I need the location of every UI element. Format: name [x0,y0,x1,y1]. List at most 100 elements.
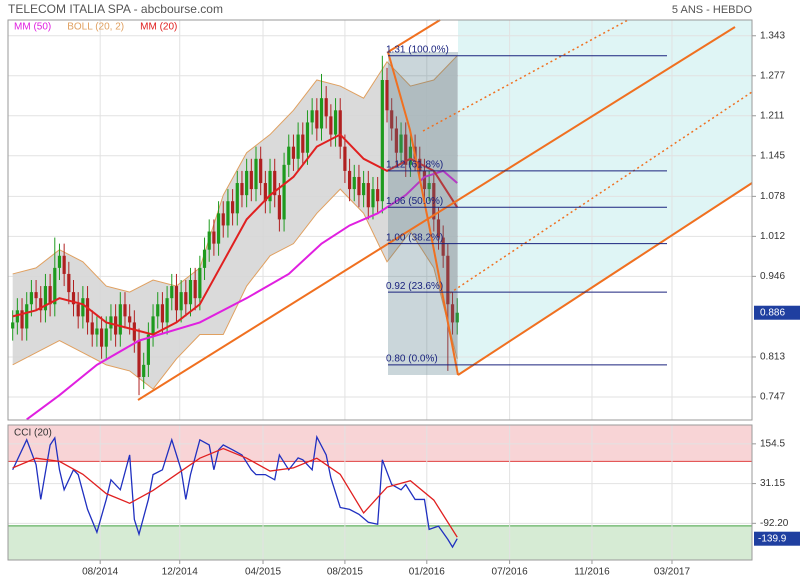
last-price: 0.886 [760,307,785,318]
last-cci: -139.9 [758,533,787,544]
legend-entry: MM (50) [14,22,51,33]
candle-body [156,304,160,317]
x-tick-label: 12/2014 [162,567,199,578]
candle-body [193,280,197,299]
y-tick-label: 1.145 [760,150,785,161]
y-tick-label: 0.813 [760,352,785,363]
candle-body [160,304,165,323]
fib-label: 0.80 (0.0%) [386,353,438,364]
candle-body [427,183,431,190]
projection-zone [458,20,752,375]
candle-body [455,312,459,323]
candle-body [249,170,253,190]
y-tick-label: 1.277 [760,70,785,81]
moving-average [26,169,458,421]
cci-line [12,434,458,549]
fib-label: 1.06 (50.0%) [386,196,443,207]
candle-body [422,170,427,190]
candle-body [62,255,66,274]
candle-body [11,322,15,329]
candle-body [333,110,338,135]
legend-entry: BOLL (20, 2) [67,22,124,33]
candle-body [198,267,202,299]
x-tick-label: 11/2016 [574,567,610,578]
candle-body [394,128,398,153]
candle-body [95,328,99,335]
candle-body [184,292,188,305]
candle-body [268,170,272,202]
oversold-zone [8,525,752,560]
x-tick-label: 08/2015 [327,567,364,578]
pitchfork-lower [457,182,753,376]
candle-body [15,310,19,323]
candle-body [263,183,267,202]
candle-body [53,267,57,305]
candle-body [20,310,24,329]
chart-title: TELECOM ITALIA SPA - abcbourse.com [8,2,223,16]
candle-body [446,255,450,305]
last-price-box [754,305,800,320]
chart-subtitle: 5 ANS - HEBDO [672,4,753,16]
candle-body [170,286,174,299]
candle-body [212,231,216,244]
y-tick-label: 1.012 [760,231,785,242]
y-tick-label: 154.5 [760,438,785,449]
pitchfork-dotted [422,19,629,132]
pitchfork-upper [387,19,441,53]
x-tick-label: 01/2016 [409,567,446,578]
cci-line [12,447,458,538]
bollinger-lower [12,188,458,390]
fib-label: 1.12 (61.8%) [386,160,443,171]
candle-body [67,273,71,293]
candle-body [301,134,305,153]
candle-body [99,328,104,347]
candle-body [48,286,52,305]
candle-body [207,231,211,250]
candle-body [179,292,183,311]
candle-body [174,286,179,311]
candle-body [408,146,413,165]
under-layer [8,20,752,560]
y-tick-label: 31.15 [760,478,785,489]
candle-body [85,298,90,323]
fib-label: 1.00 (38.2%) [386,232,443,243]
candle-body [371,189,375,208]
candle-body [338,110,342,147]
candle-body [259,158,263,184]
bollinger-upper [12,55,458,293]
candle-body [137,340,141,377]
pitchfork-dotted [449,91,753,294]
candle-body [432,183,436,220]
retracement-zone [388,52,458,375]
candle-body [390,110,394,129]
candle-body [450,304,455,323]
pitchfork [137,19,753,401]
last-cci-box [754,531,800,546]
y-tick-label: -92.20 [760,518,789,529]
candle-body [324,98,328,117]
candle-body [287,146,291,165]
candle-body [76,304,80,317]
candle-body [132,322,136,341]
candle-body [39,298,43,311]
moving-average [12,133,459,336]
candle-body [399,134,403,153]
candle-body [305,122,310,153]
candle-body [43,286,48,311]
candle-body [29,292,33,305]
candle-body [343,146,347,171]
candle-body [71,292,76,305]
y-tick-label: 1.343 [760,30,785,41]
candle-body [90,322,94,335]
candle-body [245,170,249,196]
candle-body [418,158,422,171]
candle-body [254,158,258,190]
legend-entry: MM (20) [140,22,177,33]
candle-body [310,110,314,123]
candle-body [319,98,324,129]
x-tick-label: 08/2014 [82,567,119,578]
plot [11,55,459,549]
candle-body [385,80,389,111]
candle-body [240,183,244,196]
